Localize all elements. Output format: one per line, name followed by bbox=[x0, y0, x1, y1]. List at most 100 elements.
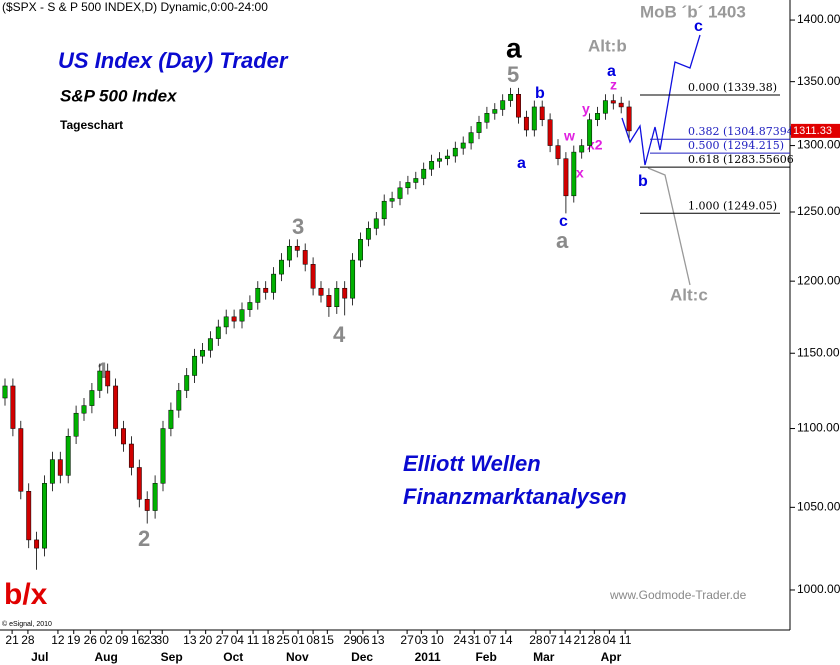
candle-body bbox=[595, 113, 600, 120]
candle-body bbox=[539, 106, 545, 120]
x-tick-label: 23 bbox=[144, 633, 158, 647]
candle-body bbox=[516, 93, 521, 118]
wave-label: b bbox=[638, 173, 648, 190]
x-tick-label: 12 bbox=[51, 633, 65, 647]
candle-body bbox=[610, 100, 616, 104]
x-tick-label: 25 bbox=[276, 633, 290, 647]
candle-body bbox=[49, 459, 55, 484]
y-tick-label: 1350.00 bbox=[797, 74, 840, 88]
candle-body bbox=[531, 106, 537, 131]
candle-body bbox=[389, 198, 395, 202]
candle-body bbox=[602, 100, 608, 114]
candle-body bbox=[65, 436, 71, 476]
y-tick-label: 1400.00 bbox=[797, 12, 840, 26]
candle-body bbox=[239, 309, 245, 322]
x-tick-label: 04 bbox=[603, 633, 617, 647]
wave-label: c bbox=[694, 18, 703, 35]
x-tick-label: 03 bbox=[415, 633, 429, 647]
candle-body bbox=[468, 132, 474, 144]
candle-body bbox=[405, 182, 411, 189]
x-tick-label: 11 bbox=[247, 633, 260, 647]
wave-label: z bbox=[610, 77, 617, 93]
candle-body bbox=[34, 539, 40, 549]
candle-body bbox=[215, 326, 221, 339]
wave-label: 5 bbox=[507, 62, 519, 87]
x-tick-label: 14 bbox=[558, 633, 572, 647]
candle-body bbox=[81, 405, 87, 414]
x-tick-label: 28 bbox=[529, 633, 543, 647]
x-tick-label: 28 bbox=[588, 633, 602, 647]
candle-body bbox=[413, 178, 419, 183]
wave-label: a bbox=[556, 228, 569, 253]
copyright: © eSignal, 2010 bbox=[2, 620, 52, 628]
x-tick-label: 13 bbox=[183, 633, 197, 647]
candle-body bbox=[547, 119, 553, 146]
y-tick-label: 1050.00 bbox=[797, 500, 840, 514]
candle-body bbox=[231, 316, 237, 322]
candle-body bbox=[626, 106, 632, 132]
wave-label: Alt:c bbox=[670, 285, 708, 304]
candle-body bbox=[200, 350, 205, 357]
x-tick-label: 19 bbox=[67, 633, 81, 647]
candle-body bbox=[318, 287, 324, 296]
last-price-box bbox=[791, 123, 840, 138]
wave-label: a bbox=[506, 32, 522, 63]
candle-body bbox=[444, 155, 450, 159]
month-label: Nov bbox=[286, 650, 309, 664]
x-tick-label: 08 bbox=[306, 633, 320, 647]
wave-label: c bbox=[559, 213, 568, 230]
candle-body bbox=[500, 100, 506, 110]
wave-label: 3 bbox=[292, 214, 304, 239]
candle-body bbox=[365, 228, 371, 240]
candle-body bbox=[342, 287, 348, 299]
fib-label: 0.500 (1294.215) bbox=[688, 139, 784, 152]
candle-body bbox=[326, 295, 332, 308]
x-tick-label: 15 bbox=[321, 633, 335, 647]
candle-body bbox=[160, 428, 166, 484]
x-tick-label: 16 bbox=[131, 633, 145, 647]
candle-body bbox=[144, 499, 150, 511]
candle-body bbox=[10, 385, 16, 429]
x-tick-label: 21 bbox=[5, 633, 19, 647]
candle-body bbox=[207, 338, 213, 351]
candle-body bbox=[350, 259, 356, 299]
month-label: Apr bbox=[601, 650, 622, 664]
alt-projection bbox=[647, 167, 691, 286]
x-tick-label: 02 bbox=[99, 633, 113, 647]
wave-label: x bbox=[576, 165, 584, 181]
candle-body bbox=[18, 428, 24, 492]
candle-body bbox=[579, 145, 585, 153]
x-tick-label: 27 bbox=[400, 633, 414, 647]
candle-body bbox=[508, 93, 514, 101]
candle-body bbox=[452, 147, 458, 157]
candle-body bbox=[42, 483, 47, 549]
candle-body bbox=[294, 245, 300, 251]
candle-body bbox=[263, 287, 269, 293]
candle-body bbox=[121, 428, 126, 445]
x-tick-label: 28 bbox=[21, 633, 35, 647]
candle-body bbox=[247, 302, 253, 310]
candle-body bbox=[310, 264, 316, 289]
candle-body bbox=[2, 385, 8, 399]
candle-body bbox=[223, 316, 229, 328]
x-tick-label: 09 bbox=[115, 633, 129, 647]
wave-label: 2 bbox=[138, 526, 150, 551]
month-label: 2011 bbox=[415, 650, 441, 664]
timeframe: Tageschart bbox=[60, 118, 123, 132]
candle-body bbox=[397, 187, 403, 199]
y-tick-label: 1150.00 bbox=[797, 345, 840, 359]
fib-label: 0.618 (1283.55606 bbox=[688, 153, 794, 166]
x-tick-label: 24 bbox=[453, 633, 467, 647]
target-label: MoB ´b´ 1403 bbox=[640, 2, 746, 21]
x-tick-label: 13 bbox=[371, 633, 385, 647]
y-tick-label: 1300.00 bbox=[797, 138, 840, 152]
y-tick-label: 1200.00 bbox=[797, 273, 840, 287]
last-price-label: 1311.33 bbox=[793, 125, 832, 137]
x-tick-label: 04 bbox=[231, 633, 245, 647]
candle-body bbox=[563, 158, 569, 197]
index-name: S&P 500 Index bbox=[60, 86, 178, 105]
x-tick-label: 01 bbox=[291, 633, 305, 647]
candle-body bbox=[255, 287, 261, 303]
wave-label: a bbox=[607, 63, 616, 80]
